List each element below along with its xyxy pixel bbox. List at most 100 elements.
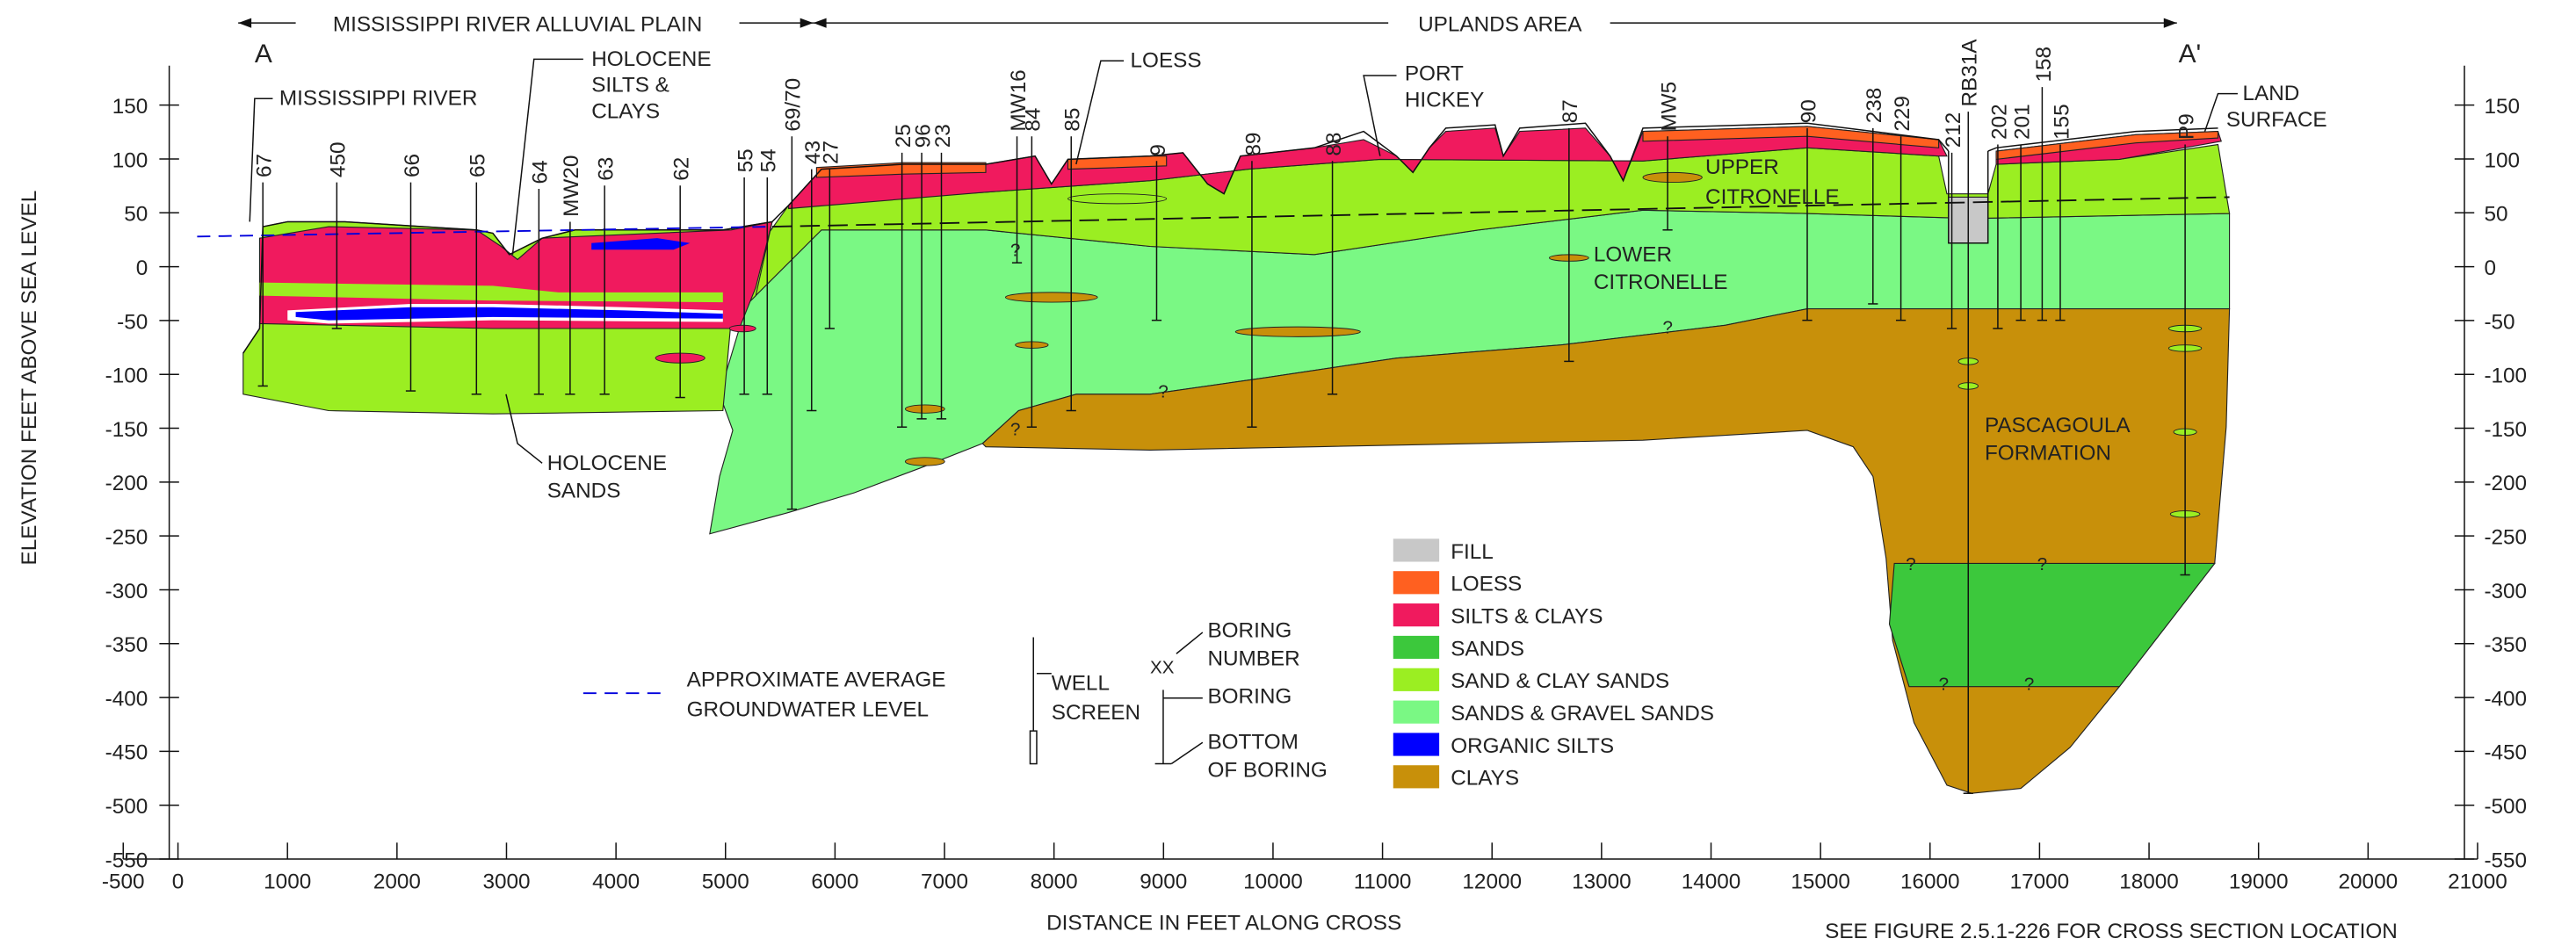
x-tick-label: 9000 xyxy=(1140,870,1187,894)
x-tick-label: 16000 xyxy=(1900,870,1960,894)
y-tick-label: 150 xyxy=(112,95,148,119)
key-leader xyxy=(1176,632,1203,654)
boring-label: 65 xyxy=(467,154,490,177)
legend-swatch xyxy=(1393,765,1439,788)
key-text: BOTTOM xyxy=(1207,731,1299,755)
y-tick-label: -150 xyxy=(105,418,148,442)
lens xyxy=(1643,172,1702,182)
arrowhead xyxy=(800,18,814,28)
boring-label: 90 xyxy=(1797,99,1820,123)
annotation: LOESS xyxy=(1131,49,1202,73)
boring-label: 54 xyxy=(757,148,781,172)
x-tick-label: 20000 xyxy=(2339,870,2399,894)
x-tick-label: 8000 xyxy=(1031,870,1078,894)
boring-label: 450 xyxy=(327,141,351,177)
annotation: SURFACE xyxy=(2226,108,2327,132)
x-tick-label: 0 xyxy=(172,870,185,894)
y-tick-label: 0 xyxy=(136,256,148,280)
question-mark: ? xyxy=(1939,674,1949,694)
legend-swatch xyxy=(1393,668,1439,691)
key-text: SCREEN xyxy=(1052,701,1140,725)
annotation: CLAYS xyxy=(591,100,660,124)
y-tick-label: 100 xyxy=(112,148,148,172)
x-tick-label: 6000 xyxy=(811,870,858,894)
y-tick-label: -100 xyxy=(2484,365,2527,388)
footnote: SEE FIGURE 2.5.1-226 FOR CROSS SECTION L… xyxy=(1825,920,2398,943)
boring-label: 23 xyxy=(931,124,955,148)
y-tick-label: -450 xyxy=(105,741,148,765)
question-mark: ? xyxy=(2037,554,2047,574)
boring-label: 66 xyxy=(401,154,424,177)
x-tick-label: 3000 xyxy=(482,870,530,894)
x-tick-label: 21000 xyxy=(2448,870,2507,894)
question-mark: ? xyxy=(1662,318,1672,338)
y-axis-title: ELEVATION FEET ABOVE SEA LEVEL xyxy=(18,191,41,566)
y-tick-label: -200 xyxy=(105,472,148,495)
y-tick-label: -200 xyxy=(2484,472,2527,495)
key-text: APPROXIMATE AVERAGE xyxy=(687,668,946,692)
y-tick-label: -100 xyxy=(105,365,148,388)
legend-label: SAND & CLAY SANDS xyxy=(1451,669,1669,693)
boring-label: RB31A xyxy=(1958,39,1982,107)
y-tick-label: -500 xyxy=(2484,795,2527,819)
x-tick-label: 2000 xyxy=(373,870,421,894)
question-mark: ? xyxy=(1010,241,1020,261)
boring-label: 27 xyxy=(820,141,843,164)
y-tick-label: -400 xyxy=(105,687,148,711)
boring-label: 62 xyxy=(670,157,694,181)
x-tick-label: 4000 xyxy=(592,870,640,894)
boring-label: 155 xyxy=(2050,104,2073,140)
y-tick-label: -50 xyxy=(117,310,148,334)
legend-label: SANDS xyxy=(1451,637,1524,661)
annotation: HOLOCENE xyxy=(547,451,667,475)
y-tick-label: 0 xyxy=(2484,256,2496,280)
key-text: WELL xyxy=(1052,671,1110,695)
legend-swatch xyxy=(1393,636,1439,659)
x-tick-label: 10000 xyxy=(1243,870,1303,894)
zone-label: UPLANDS AREA xyxy=(1418,13,1582,37)
x-tick-label: 17000 xyxy=(2010,870,2070,894)
y-tick-label: 100 xyxy=(2484,148,2520,172)
x-tick-label: 12000 xyxy=(1462,870,1522,894)
annotation: MISSISSIPPI RIVER xyxy=(279,87,477,111)
annotation: SILTS & xyxy=(591,74,669,97)
y-tick-label: -350 xyxy=(105,633,148,657)
legend-label: FILL xyxy=(1451,540,1494,564)
annotation: PORT xyxy=(1405,62,1464,86)
key-text: BORING xyxy=(1207,619,1292,643)
legend-swatch xyxy=(1393,538,1439,561)
boring-label: 229 xyxy=(1891,96,1914,132)
question-mark: ? xyxy=(1010,420,1020,440)
legend-label: ORGANIC SILTS xyxy=(1451,734,1614,758)
y-tick-label: -350 xyxy=(2484,633,2527,657)
legend-label: SANDS & GRAVEL SANDS xyxy=(1451,702,1714,726)
lens xyxy=(905,458,944,466)
x-tick-label: 11000 xyxy=(1354,870,1412,894)
drawing: 67450666564MW206362555469/704327259623MW… xyxy=(18,13,2527,943)
x-tick-label: 15000 xyxy=(1791,870,1850,894)
boring-label: 89 xyxy=(1241,133,1265,156)
lens xyxy=(905,405,944,413)
boring-label: 88 xyxy=(1322,133,1346,156)
x-tick-label: 7000 xyxy=(921,870,968,894)
legend-label: CLAYS xyxy=(1451,767,1519,791)
annotation: PASCAGOULA xyxy=(1985,414,2131,437)
x-tick-label: 1000 xyxy=(264,870,311,894)
boring-label: 85 xyxy=(1061,108,1085,132)
question-mark: ? xyxy=(1906,554,1915,574)
boring-label: 202 xyxy=(1987,104,2011,140)
boring-label: MW20 xyxy=(560,155,583,217)
section-start: A xyxy=(255,40,272,69)
boring-label: 9 xyxy=(1147,144,1170,156)
lens xyxy=(729,325,756,331)
question-mark: ? xyxy=(1158,382,1168,402)
y-tick-label: -50 xyxy=(2484,310,2514,334)
key-leader xyxy=(1171,742,1203,763)
zone-label: MISSISSIPPI RIVER ALLUVIAL PLAIN xyxy=(333,13,702,37)
legend-swatch xyxy=(1393,603,1439,626)
annotation: FORMATION xyxy=(1985,442,2111,466)
boring-label: 158 xyxy=(2032,47,2056,83)
section-end: A' xyxy=(2179,40,2202,69)
arrowhead xyxy=(238,18,251,28)
y-tick-label: -150 xyxy=(2484,418,2527,442)
